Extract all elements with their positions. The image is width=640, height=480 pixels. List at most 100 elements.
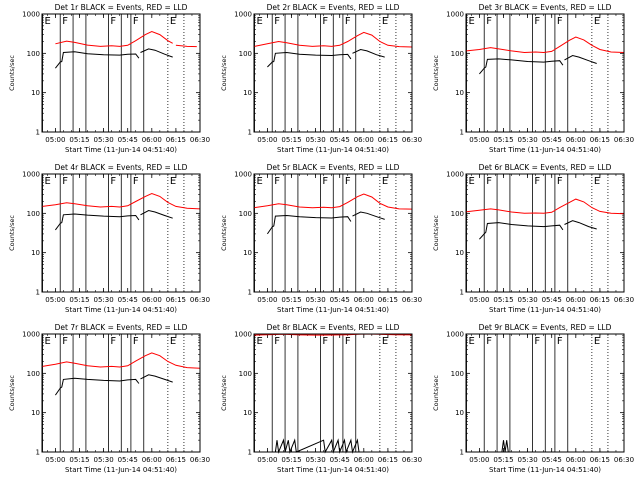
lld-series-line [42, 352, 201, 369]
y-tick-label: 1 [36, 129, 40, 137]
x-tick-label: 05:15 [69, 456, 89, 464]
x-tick-label: 05:30 [517, 456, 537, 464]
y-tick-label: 10 [243, 409, 252, 417]
x-tick-label: 06:15 [590, 456, 610, 464]
x-tick-label: 05:00 [45, 296, 65, 304]
x-tick-label: 06:15 [590, 136, 610, 144]
x-tick-label: 06:30 [190, 136, 210, 144]
y-tick-label: 1 [248, 129, 252, 137]
y-axis-label: Counts/sec [8, 215, 16, 251]
events-series-line [140, 374, 173, 383]
plot-frame [253, 13, 413, 133]
detector-panel: Det 2r BLACK = Events, RED = LLD Start Ti… [220, 3, 422, 154]
x-tick-label: 05:30 [93, 136, 113, 144]
y-tick-label: 100 [27, 50, 40, 58]
event-marker-label: F [133, 176, 139, 187]
y-tick-label: 10 [31, 89, 40, 97]
detector-panel: Det 4r BLACK = Events, RED = LLD Start Ti… [8, 163, 210, 314]
event-marker-label: F [274, 176, 280, 187]
x-tick-label: 06:15 [378, 296, 398, 304]
y-axis-label: Counts/sec [432, 375, 440, 411]
x-tick-label: 05:00 [257, 456, 277, 464]
y-tick-label: 1 [460, 289, 464, 297]
detector-panel: Det 1r BLACK = Events, RED = LLD Start Ti… [8, 3, 210, 154]
x-tick-label: 06:00 [566, 296, 586, 304]
x-tick-label: 05:15 [69, 136, 89, 144]
event-marker-label: F [345, 336, 351, 347]
events-series-line [479, 222, 564, 240]
x-tick-label: 06:15 [166, 136, 186, 144]
event-marker-label: E [594, 336, 600, 347]
y-tick-label: 1 [460, 449, 464, 457]
event-marker-label: E [170, 336, 176, 347]
y-tick-label: 10 [243, 89, 252, 97]
event-marker-label: F [557, 176, 563, 187]
event-marker-label: F [274, 16, 280, 27]
event-marker-label: F [486, 336, 492, 347]
plot-frame [41, 13, 201, 133]
x-tick-label: 06:30 [402, 136, 422, 144]
events-series-line [479, 58, 564, 75]
x-axis-label: Start Time (11-Jun-14 04:51:40) [489, 466, 601, 474]
events-series-line [140, 48, 173, 58]
detector-panel: Det 9r BLACK = Events, RED = LLD Start Ti… [432, 323, 634, 474]
y-tick-label: 100 [27, 370, 40, 378]
event-marker-label: F [274, 336, 280, 347]
x-tick-label: 05:00 [45, 456, 65, 464]
y-tick-label: 100 [451, 50, 464, 58]
detector-panel: Det 8r BLACK = Events, RED = LLD Start Ti… [220, 323, 422, 474]
y-tick-label: 10 [243, 249, 252, 257]
event-marker-label: E [469, 336, 475, 347]
x-tick-label: 06:00 [354, 456, 374, 464]
x-tick-label: 06:00 [142, 456, 162, 464]
x-tick-label: 06:30 [614, 456, 634, 464]
y-tick-label: 1000 [234, 11, 252, 19]
panel-title: Det 6r BLACK = Events, RED = LLD [479, 163, 612, 172]
y-tick-label: 1000 [446, 11, 464, 19]
event-marker-label: F [133, 336, 139, 347]
panel-title: Det 2r BLACK = Events, RED = LLD [267, 3, 400, 12]
detector-panel: Det 5r BLACK = Events, RED = LLD Start Ti… [220, 163, 422, 314]
events-series-line [274, 438, 360, 454]
event-marker-label: F [557, 336, 563, 347]
x-tick-label: 05:15 [281, 456, 301, 464]
events-series-line [352, 211, 385, 220]
events-series-line [266, 214, 352, 235]
event-marker-label: F [110, 336, 116, 347]
y-axis-label: Counts/sec [220, 215, 228, 251]
y-tick-label: 1000 [22, 171, 40, 179]
x-tick-label: 05:15 [493, 296, 513, 304]
events-series-line [352, 48, 385, 58]
event-marker-label: E [594, 16, 600, 27]
plot-frame [41, 333, 201, 453]
y-tick-label: 100 [27, 210, 40, 218]
x-axis-label: Start Time (11-Jun-14 04:51:40) [277, 466, 389, 474]
x-tick-label: 06:00 [566, 136, 586, 144]
x-tick-label: 05:45 [330, 136, 350, 144]
y-tick-label: 10 [31, 249, 40, 257]
y-tick-label: 1000 [22, 331, 40, 339]
x-tick-label: 05:45 [118, 296, 138, 304]
y-tick-label: 1000 [234, 331, 252, 339]
y-axis-label: Counts/sec [432, 55, 440, 91]
x-tick-label: 05:45 [118, 456, 138, 464]
x-tick-label: 06:30 [614, 296, 634, 304]
y-axis-label: Counts/sec [220, 375, 228, 411]
x-tick-label: 05:30 [517, 136, 537, 144]
x-tick-label: 05:45 [542, 136, 562, 144]
x-tick-label: 05:15 [493, 136, 513, 144]
event-marker-label: F [534, 336, 540, 347]
x-tick-label: 05:15 [69, 296, 89, 304]
event-marker-label: E [594, 176, 600, 187]
x-tick-label: 06:15 [166, 456, 186, 464]
events-series-line [501, 440, 509, 453]
x-axis-label: Start Time (11-Jun-14 04:51:40) [65, 306, 177, 314]
plot-frame [465, 173, 625, 293]
lld-series-line [55, 30, 173, 47]
event-marker-label: E [45, 16, 51, 27]
x-tick-label: 05:00 [257, 296, 277, 304]
y-tick-label: 100 [451, 210, 464, 218]
panel-title: Det 7r BLACK = Events, RED = LLD [55, 323, 188, 332]
events-series-line [54, 377, 140, 396]
